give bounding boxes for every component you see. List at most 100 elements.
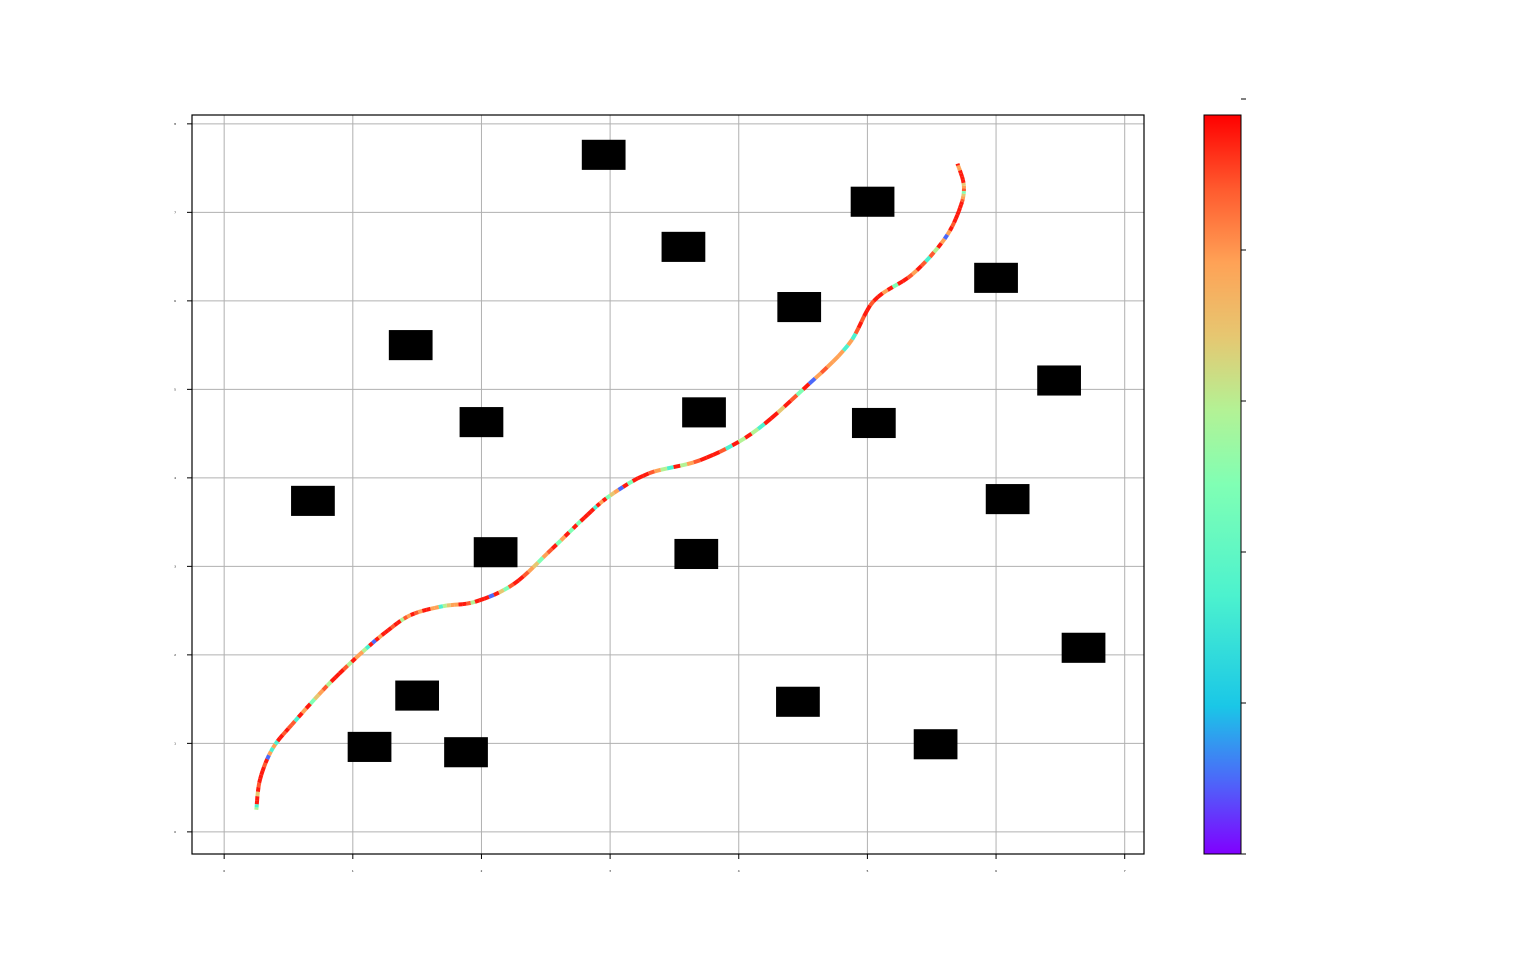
path-segment (718, 447, 727, 454)
path-segment (276, 736, 282, 743)
path-segment (891, 282, 899, 289)
x-tick-label: 7 (1124, 869, 1126, 873)
obstacle (974, 262, 1018, 293)
y-tick-label: 2 (174, 653, 176, 657)
path-segment (278, 733, 285, 740)
path-segment (648, 469, 656, 476)
path-segment (846, 338, 854, 347)
obstacle (1061, 632, 1106, 663)
y-axis-ticks: 0 1 2 3 4 5 6 7 8 (174, 122, 192, 834)
path-segment (601, 496, 608, 503)
path-segment (712, 450, 721, 457)
path-segment (737, 436, 747, 444)
path-segment (801, 382, 811, 391)
x-tick-label: 4 (738, 869, 740, 873)
path-segment (872, 295, 880, 303)
path-segment (579, 516, 586, 523)
path-segment (531, 560, 540, 569)
path-segment (724, 443, 734, 451)
path-segment (952, 217, 958, 224)
path-segment (692, 458, 701, 465)
path-segment (699, 455, 708, 463)
path-segment (255, 791, 260, 797)
obstacle (473, 537, 518, 568)
y-tick-label: 6 (174, 299, 176, 303)
path-segment (571, 523, 579, 530)
path-segment (841, 343, 850, 352)
path-segment (956, 164, 961, 169)
path-segment (430, 605, 436, 611)
path-segment (631, 476, 639, 483)
path-segment (260, 766, 266, 772)
obstacles (291, 139, 1106, 768)
path-segment (350, 656, 357, 664)
path-segment (374, 636, 380, 642)
x-tick-label: 0 (223, 869, 225, 873)
path-segment (281, 730, 288, 737)
path-segment (868, 299, 876, 307)
path-segment (488, 593, 495, 599)
path-segment (284, 727, 291, 734)
plot-frame (191, 114, 1145, 855)
path-segment (567, 527, 575, 534)
path-segment (960, 195, 966, 200)
path-segment (300, 707, 308, 715)
path-segment (836, 349, 845, 358)
path-segment (636, 473, 645, 481)
colorbar-gradient (1204, 115, 1241, 854)
path-segment (853, 326, 861, 335)
path-segment (782, 399, 793, 409)
path-segment (939, 237, 947, 245)
path-segment (296, 711, 304, 719)
path-segment (919, 260, 928, 268)
path-segment (263, 758, 270, 764)
y-tick-label: 8 (174, 122, 176, 126)
path-segment (958, 204, 963, 209)
path-segment (605, 493, 612, 500)
path-segment (586, 510, 593, 516)
path-segment (293, 715, 300, 723)
plot-area: 0 1 2 3 4 5 6 7 0 1 2 3 4 5 6 7 8 (174, 114, 1145, 873)
path-segment (406, 613, 412, 619)
path-segment (267, 750, 273, 757)
path-segment (409, 611, 416, 617)
path-segment (850, 332, 858, 341)
path-segment (541, 551, 550, 560)
path-segment (789, 393, 799, 403)
path-segment (368, 641, 374, 648)
path-segment (666, 465, 674, 471)
path-segment (262, 762, 268, 768)
colorbar-ticks (1241, 98, 1246, 855)
path-segment (354, 653, 361, 660)
path-segment (608, 491, 616, 498)
path-segment (776, 405, 786, 415)
path-segment (502, 585, 510, 592)
path-segment (654, 467, 662, 474)
path-segment (896, 279, 904, 286)
y-tick-label: 4 (174, 476, 176, 480)
path-segment (592, 504, 599, 511)
path-segment (256, 782, 262, 788)
path-segment (462, 601, 467, 607)
path-segment (595, 501, 602, 508)
x-tick-label: 5 (866, 869, 868, 873)
path-segment (750, 427, 760, 436)
path-segment (613, 488, 620, 495)
path-segment (546, 547, 554, 555)
path-segment (813, 371, 823, 380)
obstacle (395, 680, 440, 711)
path-segment (950, 221, 956, 228)
path-segment (862, 309, 869, 318)
obstacle (776, 686, 820, 717)
path-segment (598, 499, 605, 506)
path-segment (342, 664, 350, 671)
path-segment (497, 588, 505, 595)
path-segment (364, 644, 371, 651)
colorbar-frame (1203, 114, 1242, 855)
path-segment (679, 462, 688, 468)
path-segment (945, 229, 952, 236)
path-segment (807, 376, 817, 386)
path-segment (959, 172, 964, 178)
path-segment (304, 702, 312, 710)
path-segment (361, 647, 368, 654)
